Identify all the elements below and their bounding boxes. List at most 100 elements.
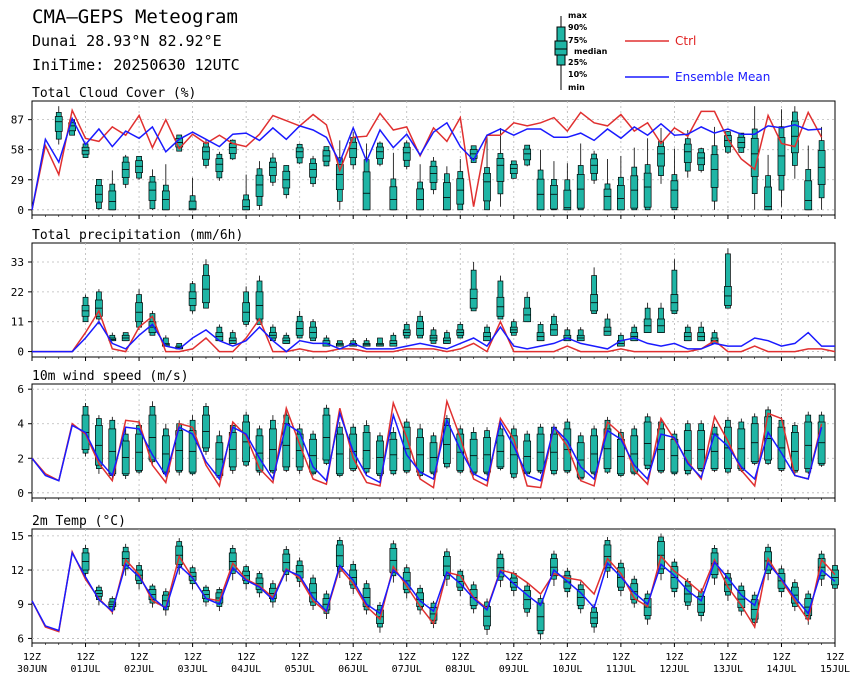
- box-p25-p75: [643, 172, 652, 208]
- box-p25-p75: [309, 163, 317, 178]
- ensemble-box: [496, 550, 505, 588]
- ensemble-box: [576, 581, 585, 614]
- box-p25-p75: [335, 164, 344, 191]
- panel-title: Total precipitation (mm/6h): [32, 228, 243, 243]
- x-tick-label-time: 12Z: [612, 652, 630, 663]
- ensemble-box: [509, 425, 518, 479]
- ensemble-box: [269, 152, 277, 186]
- x-tick-label-date: 14JUL: [766, 664, 796, 675]
- ensemble-box: [362, 143, 371, 211]
- ensemble-box: [228, 329, 237, 344]
- box-p25-p75: [590, 158, 598, 174]
- box-p25-p75: [242, 199, 250, 211]
- ensemble-box: [202, 403, 210, 455]
- ensemble-box: [255, 161, 264, 210]
- ensemble-box: [483, 427, 491, 476]
- ensemble-box: [402, 321, 411, 339]
- ensemble-box: [309, 155, 317, 188]
- box-p25-p75: [161, 190, 170, 211]
- ensemble-box: [242, 174, 250, 211]
- ensemble-box: [617, 332, 625, 347]
- legend-p10-label: 10%: [568, 70, 588, 79]
- ensemble-box: [576, 327, 585, 342]
- ensemble-box: [362, 338, 371, 347]
- box-p25-p75: [188, 200, 197, 211]
- ensemble-box: [790, 422, 799, 474]
- x-tick-label-date: 07JUL: [392, 664, 422, 675]
- ensemble-box: [295, 310, 304, 339]
- ensemble-box: [670, 148, 679, 211]
- ensemble-box: [362, 420, 371, 474]
- ensemble-box: [202, 259, 210, 309]
- y-tick-label: 6: [17, 383, 24, 396]
- ensemble-box: [483, 324, 491, 342]
- box-p25-p75: [496, 158, 505, 182]
- box-p25-p75: [764, 186, 772, 211]
- legend-mean-swatch: [625, 76, 669, 78]
- x-tick-label-date: 06JUL: [338, 664, 368, 675]
- ensemble-box: [81, 143, 90, 158]
- ensemble-box: [335, 340, 344, 347]
- ensemble-box: [295, 143, 304, 165]
- ensemble-box: [121, 154, 130, 189]
- box-p25-p75: [483, 172, 491, 202]
- box-p25-p75: [804, 180, 813, 211]
- ensemble-box: [576, 143, 585, 211]
- x-tick-label-date: 13JUL: [713, 664, 743, 675]
- x-tick-label-date: 30JUN: [17, 664, 47, 675]
- box-p25-p75: [523, 148, 532, 161]
- ensemble-box: [322, 404, 331, 466]
- ensemble-box: [603, 416, 612, 474]
- y-tick-label: 0: [17, 487, 24, 500]
- ensemble-box: [737, 582, 746, 616]
- x-tick-label-time: 12Z: [77, 652, 95, 663]
- ensemble-box: [429, 327, 438, 344]
- box-p25-p75: [54, 116, 63, 132]
- ensemble-box: [496, 275, 505, 320]
- ensemble-box: [309, 319, 317, 342]
- ensemble-box: [483, 136, 491, 211]
- ensemble-box: [389, 540, 398, 583]
- ensemble-box: [617, 155, 625, 211]
- box-p25-p75: [202, 146, 210, 160]
- ensemble-box: [362, 580, 371, 615]
- ensemble-box: [750, 413, 759, 466]
- ensemble-box: [402, 140, 411, 170]
- ensemble-box: [550, 550, 558, 586]
- ensemble-box: [81, 403, 90, 457]
- ensemble-box: [376, 141, 384, 167]
- ensemble-box: [188, 415, 197, 476]
- ensemble-box: [215, 430, 224, 479]
- ensemble-box: [335, 536, 344, 579]
- box-p25-p75: [724, 135, 732, 148]
- y-tick-label: 6: [17, 632, 24, 645]
- temperature-panel: 2m Temp (°C) 6 9 12 15: [11, 514, 839, 647]
- y-tick-label: 0: [17, 204, 24, 217]
- y-tick-label: 58: [11, 144, 24, 157]
- ensemble-box: [188, 281, 197, 314]
- legend-p90-label: 90%: [568, 23, 588, 32]
- ensemble-box: [509, 319, 518, 336]
- ensemble-box: [536, 321, 545, 342]
- ensemble-box: [95, 178, 103, 210]
- x-tick-label-date: 09JUL: [499, 664, 529, 675]
- x-tick-label-time: 12Z: [291, 652, 309, 663]
- ensemble-box: [429, 156, 438, 195]
- wind-speed-panel: 10m wind speed (m/s) 0 2 4 6: [17, 369, 836, 502]
- ensemble-box: [683, 324, 692, 342]
- box-p25-p75: [617, 185, 625, 211]
- ensemble-box: [135, 155, 143, 180]
- ensemble-box: [456, 321, 465, 339]
- y-tick-label: 29: [11, 174, 24, 187]
- mean-line: [31, 410, 823, 484]
- box-p25-p75: [95, 185, 103, 203]
- x-tick-label-date: 05JUL: [285, 664, 315, 675]
- box-p25-p75: [777, 137, 786, 176]
- page-title: CMA—GEPS Meteogram: [32, 6, 238, 28]
- y-tick-label: 9: [17, 598, 24, 611]
- ensemble-box: [443, 329, 451, 344]
- ensemble-box: [536, 423, 545, 474]
- box-p25-p75: [670, 180, 679, 209]
- ensemble-box: [550, 423, 558, 476]
